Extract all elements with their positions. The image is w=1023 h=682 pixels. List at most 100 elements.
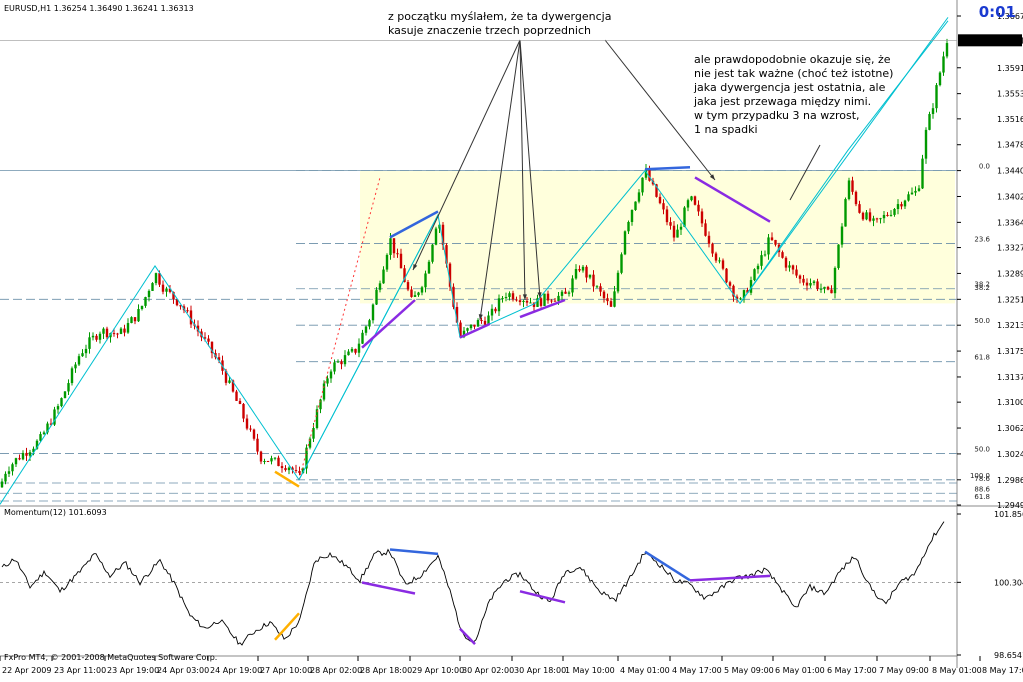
candle-body	[669, 222, 672, 226]
candle-body	[508, 293, 511, 298]
candle-body	[889, 214, 893, 216]
candle-body	[630, 209, 634, 222]
annotation-top-line-2: kasuje znaczenie trzech poprzednich	[388, 24, 591, 37]
candle-body	[581, 266, 585, 271]
candle-body	[763, 254, 767, 256]
time-tick-label: 28 Apr 02:00	[310, 666, 362, 675]
time-tick-label: 29 Apr 10:00	[412, 666, 464, 675]
candle-body	[616, 272, 620, 292]
fib-level-label: 50.0	[974, 317, 990, 325]
candle-body	[77, 356, 81, 365]
candle-body	[690, 196, 693, 201]
candle-body	[312, 428, 315, 439]
candle-body	[228, 380, 231, 383]
candle-body	[88, 337, 91, 349]
candle-body	[91, 335, 95, 338]
candle-body	[389, 238, 392, 255]
candle-body	[147, 290, 151, 298]
trend-line-cyan	[739, 17, 949, 304]
candle-body	[935, 85, 938, 109]
candle-body	[123, 328, 126, 333]
candle-body	[784, 257, 788, 268]
candle-body	[413, 295, 417, 297]
candle-body	[760, 255, 763, 266]
candle-body	[553, 300, 557, 302]
price-tick-label: 1.32130	[997, 321, 1023, 330]
price-tick-label: 1.31750	[997, 347, 1023, 356]
candle-body	[105, 328, 109, 338]
candle-body	[326, 378, 329, 384]
time-tick-label: 1 May 10:00	[565, 666, 615, 675]
candle-body	[18, 458, 21, 460]
candle-body	[252, 429, 256, 439]
annotation-right-line-2: nie jest tak ważne (choć też istotne)	[694, 67, 893, 80]
time-tick-label: 4 May 17:00	[672, 666, 722, 675]
candle-body	[560, 291, 564, 296]
candle-body	[168, 288, 172, 292]
time-tick-label: 8 May 01:00	[932, 666, 982, 675]
candle-body	[854, 191, 858, 205]
time-tick-label: 24 Apr 19:00	[210, 666, 262, 675]
candle-body	[861, 212, 865, 220]
candle-body	[483, 320, 487, 325]
candle-body	[599, 286, 602, 292]
candle-body	[529, 302, 532, 304]
candle-body	[910, 192, 914, 195]
candle-body	[238, 400, 242, 404]
candle-body	[196, 325, 200, 332]
candle-body	[399, 253, 403, 269]
candle-body	[924, 129, 928, 159]
candle-body	[700, 211, 704, 224]
candle-body	[112, 333, 116, 335]
price-tick-label: 1.33270	[997, 244, 1023, 253]
candle-body	[224, 370, 228, 383]
annotation-arrowhead	[522, 294, 527, 300]
candle-body	[613, 291, 616, 307]
annotation-arrow	[519, 39, 541, 299]
candle-body	[676, 229, 679, 238]
candle-body	[21, 452, 25, 460]
price-tick-label: 1.29860	[997, 476, 1023, 485]
symbol-header: EURUSD,H1 1.36254 1.36490 1.36241 1.3631…	[4, 4, 194, 13]
candle-body	[858, 204, 861, 213]
candle-body	[466, 328, 469, 331]
candle-body	[931, 108, 935, 115]
candle-body	[371, 304, 375, 321]
candle-body	[410, 289, 413, 297]
candle-body	[819, 288, 823, 290]
candle-body	[42, 432, 46, 435]
candle-body	[406, 282, 410, 290]
candle-body	[49, 423, 53, 425]
candle-body	[532, 302, 536, 307]
price-tick-label: 1.34020	[997, 192, 1023, 201]
candle-body	[697, 204, 700, 212]
candle-body	[868, 212, 872, 221]
candle-body	[329, 371, 333, 379]
candle-body	[333, 362, 336, 372]
candle-body	[683, 207, 686, 227]
time-tick-label: 27 Apr 10:00	[260, 666, 312, 675]
annotation-arrows-layer	[412, 39, 821, 321]
candle-body	[504, 297, 508, 299]
divergence-momentum-line	[519, 590, 566, 604]
time-tick-label: 6 May 01:00	[775, 666, 825, 675]
annotation-arrowhead	[413, 264, 418, 270]
candle-body	[462, 330, 466, 338]
candle-body	[658, 196, 662, 204]
candles-layer	[0, 38, 949, 488]
candle-body	[336, 361, 340, 363]
divergence-momentum-line	[274, 612, 300, 641]
divergence-layer	[274, 165, 771, 488]
candle-body	[273, 457, 277, 459]
candle-body	[511, 293, 515, 300]
candle-body	[175, 299, 179, 306]
candle-body	[921, 158, 924, 189]
annotation-arrow	[519, 39, 526, 301]
candle-body	[693, 196, 697, 205]
candle-body	[441, 224, 445, 246]
candle-body	[7, 471, 11, 474]
candle-body	[361, 332, 364, 344]
candle-body	[746, 290, 749, 293]
